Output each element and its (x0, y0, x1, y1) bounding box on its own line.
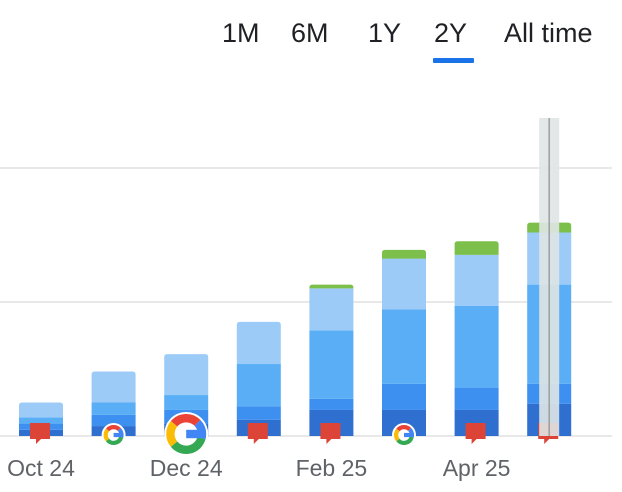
bar-segment[interactable] (309, 330, 354, 399)
bar-segment[interactable] (309, 284, 354, 289)
bar-segment[interactable] (19, 402, 63, 418)
flag-icon[interactable] (320, 423, 341, 444)
google-icon[interactable] (164, 412, 209, 456)
bar-segment[interactable] (309, 288, 354, 331)
flag-icon[interactable] (30, 423, 50, 444)
bar-segment[interactable] (19, 417, 63, 424)
bar-segment[interactable] (164, 354, 209, 396)
google-icon[interactable] (392, 423, 416, 447)
bar-segment[interactable] (382, 383, 426, 410)
x-tick-label: Oct 24 (7, 455, 75, 481)
tab-1m[interactable]: 1M (222, 18, 260, 48)
x-axis-tick-labels: Oct 24 Dec 24 Feb 25 Apr 25 (7, 455, 510, 481)
tab-all-time[interactable]: All time (504, 18, 593, 48)
bar-segment[interactable] (236, 321, 281, 365)
tab-6m[interactable]: 6M (291, 18, 329, 48)
bar-segment[interactable] (236, 364, 281, 407)
bar-segment[interactable] (164, 395, 209, 410)
flag-icon[interactable] (247, 423, 268, 444)
bar-segment[interactable] (454, 254, 499, 306)
bar-segment[interactable] (382, 258, 426, 310)
bar-segment[interactable] (309, 398, 354, 410)
bar-segment[interactable] (454, 387, 499, 410)
x-tick-label: Feb 25 (296, 455, 368, 481)
selected-tab-underline (433, 58, 474, 63)
bar-segment[interactable] (236, 406, 281, 420)
bar-segment[interactable] (91, 402, 136, 415)
bars (19, 222, 572, 436)
tab-2y[interactable]: 2Y (434, 18, 468, 48)
bar-segment[interactable] (454, 241, 499, 255)
bar-segment[interactable] (91, 414, 136, 427)
time-range-tabs: 1M 6M 1Y 2Y All time (0, 14, 622, 64)
flag-icon[interactable] (465, 423, 486, 444)
bar-segment[interactable] (382, 309, 426, 384)
x-tick-label: Apr 25 (443, 455, 511, 481)
tab-1y[interactable]: 1Y (368, 18, 402, 48)
x-tick-label: Dec 24 (150, 455, 223, 481)
bar-segment[interactable] (382, 249, 426, 259)
google-icon[interactable] (101, 423, 126, 447)
bar-segment[interactable] (91, 371, 136, 403)
bar-segment[interactable] (454, 305, 499, 388)
